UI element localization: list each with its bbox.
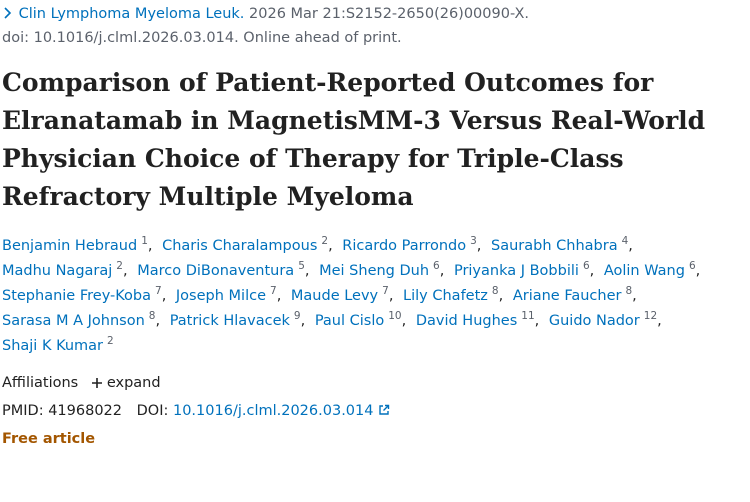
author: Benjamin Hebraud 1 — [2, 235, 158, 254]
author: Shaji K Kumar 2 — [2, 335, 114, 354]
author-link[interactable]: Guido Nador — [548, 313, 640, 329]
affiliation-number[interactable]: 7 — [382, 285, 389, 297]
author-link[interactable]: Charis Charalampous — [162, 238, 318, 254]
author-link[interactable]: Marco DiBonaventura — [137, 263, 295, 279]
author: Mei Sheng Duh 6 — [319, 260, 449, 279]
author: David Hughes 11 — [415, 310, 544, 329]
affiliations-label: Affiliations — [2, 375, 79, 391]
author: Aolin Wang 6 — [603, 260, 705, 279]
affiliations: Affiliations expand — [2, 369, 750, 397]
author: Marco DiBonaventura 5 — [137, 260, 314, 279]
author: Sarasa M A Johnson 8 — [2, 310, 165, 329]
external-link-icon — [379, 404, 390, 415]
author-link[interactable]: Patrick Hlavacek — [169, 313, 290, 329]
affiliation-number[interactable]: 8 — [625, 285, 633, 297]
author: Joseph Milce 7 — [175, 285, 286, 304]
article-header: Clin Lymphoma Myeloma Leuk. 2026 Mar 21:… — [0, 2, 750, 453]
author-link[interactable]: Saurabh Chhabra — [491, 238, 618, 254]
author: Paul Cislo 10 — [314, 310, 411, 329]
journal-link[interactable]: Clin Lymphoma Myeloma Leuk. — [18, 6, 245, 22]
author-link[interactable]: Ricardo Parrondo — [342, 238, 467, 254]
author: Ariane Faucher 8 — [512, 285, 642, 304]
free-article: Free article — [2, 431, 96, 447]
affiliation-number[interactable]: 8 — [148, 310, 156, 322]
doi-label: DOI: — [136, 403, 169, 419]
author-link[interactable]: Benjamin Hebraud — [2, 238, 138, 254]
affiliation-number[interactable]: 8 — [491, 285, 499, 297]
author-link[interactable]: Aolin Wang — [603, 263, 685, 279]
chevron-icon — [4, 7, 12, 19]
author: Maude Levy 7 — [290, 285, 399, 304]
author-link[interactable]: Ariane Faucher — [512, 288, 622, 304]
affiliation-number[interactable]: 10 — [388, 310, 402, 322]
author: Saurabh Chhabra 4 — [491, 235, 638, 254]
author-link[interactable]: Sarasa M A Johnson — [2, 313, 145, 329]
affiliation-number[interactable]: 7 — [155, 285, 162, 297]
affiliation-number[interactable]: 2 — [321, 235, 329, 247]
pmid-label: PMID: — [2, 403, 44, 419]
author-link[interactable]: Madhu Nagaraj — [2, 263, 113, 279]
affiliation-number[interactable]: 5 — [298, 260, 305, 272]
author-link[interactable]: Paul Cislo — [314, 313, 385, 329]
affiliation-number[interactable]: 6 — [433, 260, 440, 272]
author-link[interactable]: Joseph Milce — [175, 288, 266, 304]
affiliation-number[interactable]: 6 — [582, 260, 590, 272]
author: Lily Chafetz 8 — [403, 285, 508, 304]
identifiers: PMID: 41968022 DOI: 10.1016/j.clml.2026.… — [2, 397, 750, 425]
affiliation-number[interactable]: 9 — [293, 310, 301, 322]
author-link[interactable]: Priyanka J Bobbili — [453, 263, 579, 279]
affiliation-number[interactable]: 6 — [688, 260, 696, 272]
article-title: Comparison of Patient-Reported Outcomes … — [2, 68, 706, 211]
affiliation-number[interactable]: 7 — [270, 285, 277, 297]
doi-line: doi: 10.1016/j.clml.2026.03.014. Online … — [2, 30, 402, 46]
author-link[interactable]: Maude Levy — [290, 288, 379, 304]
affiliation-number[interactable]: 1 — [141, 235, 148, 247]
author-link[interactable]: Shaji K Kumar — [2, 338, 104, 354]
affiliation-number[interactable]: 2 — [116, 260, 123, 272]
author-link[interactable]: David Hughes — [415, 313, 518, 329]
plus-icon — [91, 378, 102, 388]
author: Guido Nador 12 — [548, 310, 667, 329]
author: Priyanka J Bobbili 6 — [453, 260, 599, 279]
author: Patrick Hlavacek 9 — [169, 310, 311, 329]
author: Ricardo Parrondo 3 — [342, 235, 486, 254]
citation: Clin Lymphoma Myeloma Leuk. 2026 Mar 21:… — [2, 2, 750, 50]
author-link[interactable]: Lily Chafetz — [403, 288, 488, 304]
affiliation-number[interactable]: 2 — [107, 335, 114, 347]
author: Stephanie Frey-Koba 7 — [2, 285, 171, 304]
affiliation-number[interactable]: 12 — [643, 310, 658, 322]
expand-toggle[interactable]: expand — [83, 375, 161, 391]
affiliation-number[interactable]: 3 — [470, 235, 477, 247]
author: Madhu Nagaraj 2 — [2, 260, 133, 279]
affiliation-number[interactable]: 11 — [521, 310, 535, 322]
citation-details: 2026 Mar 21:S2152-2650(26)00090-X. — [249, 6, 530, 22]
pmid: 41968022 — [48, 403, 123, 419]
doi-text: 10.1016/j.clml.2026.03.014 — [172, 403, 374, 419]
expand-label: expand — [106, 375, 161, 391]
author-link[interactable]: Stephanie Frey-Koba — [2, 288, 151, 304]
affiliation-number[interactable]: 4 — [621, 235, 629, 247]
author: Charis Charalampous 2 — [162, 235, 338, 254]
doi-link[interactable]: 10.1016/j.clml.2026.03.014 — [173, 403, 390, 419]
author-link[interactable]: Mei Sheng Duh — [319, 263, 430, 279]
